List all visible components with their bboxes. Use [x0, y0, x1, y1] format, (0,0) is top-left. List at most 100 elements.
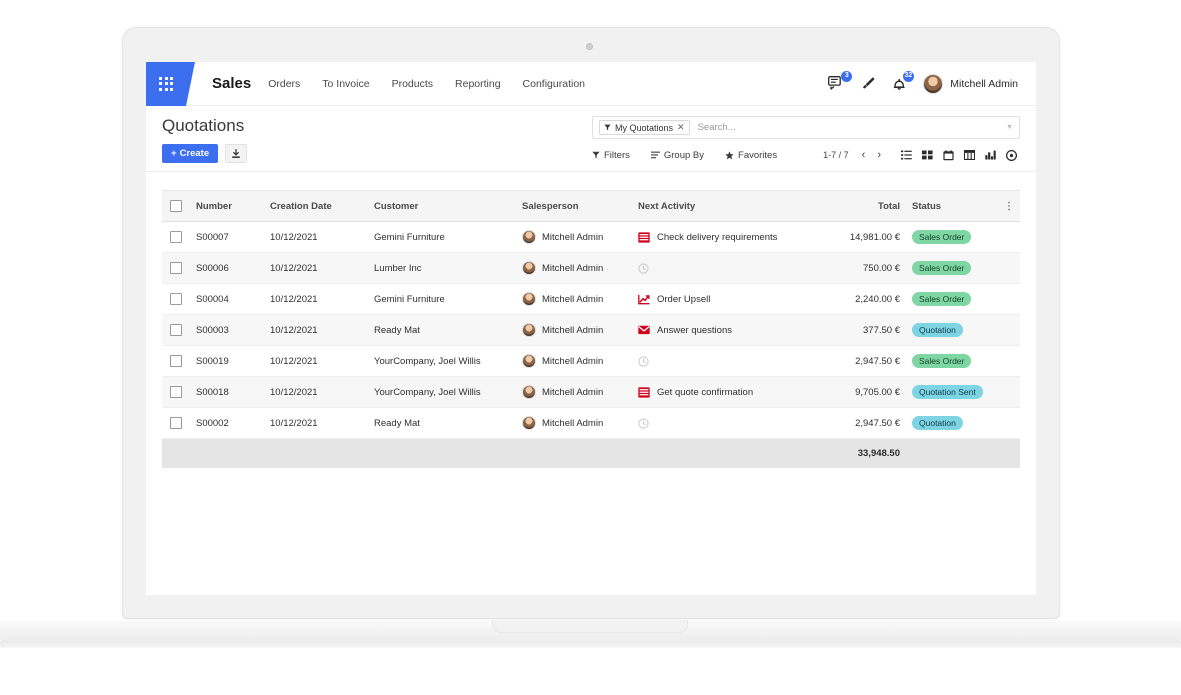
cell-salesperson: Mitchell Admin: [516, 283, 632, 315]
apps-grid-icon: [159, 76, 173, 91]
cell-creation-date: 10/12/2021: [264, 314, 368, 346]
table-row[interactable]: S00004 10/12/2021 Gemini Furniture Mitchell…: [162, 283, 1020, 315]
cell-number: S00003: [190, 314, 264, 346]
column-header-status[interactable]: Status: [906, 190, 998, 222]
search-facet-remove[interactable]: ✕: [677, 122, 685, 132]
status-badge: Sales Order: [912, 261, 972, 275]
cell-creation-date: 10/12/2021: [264, 221, 368, 253]
table-body: S00007 10/12/2021 Gemini Furniture Mitchell…: [162, 221, 1020, 439]
column-header-salesperson[interactable]: Salesperson: [516, 190, 632, 222]
column-header-creation-date[interactable]: Creation Date: [264, 190, 368, 222]
cell-status: Sales Order: [906, 345, 998, 377]
footer-spacer-opt: [998, 438, 1020, 468]
star-icon: [725, 150, 734, 159]
bell-icon[interactable]: 32: [892, 70, 915, 92]
cell-next-activity[interactable]: [632, 345, 814, 377]
view-switcher: [898, 148, 1020, 163]
create-button-label: Create: [179, 148, 210, 159]
menu-item-reporting[interactable]: Reporting: [455, 77, 501, 90]
search-input[interactable]: [697, 122, 1007, 133]
cell-status: Quotation Sent: [906, 376, 998, 408]
row-checkbox[interactable]: [170, 417, 182, 429]
cell-optional: [998, 376, 1020, 408]
salesperson-name: Mitchell Admin: [542, 324, 604, 336]
cell-next-activity[interactable]: [632, 252, 814, 284]
menu-item-to-invoice[interactable]: To Invoice: [322, 77, 370, 90]
quotations-table: Number Creation Date Customer Salesperso…: [162, 190, 1020, 468]
notifications-badge: 32: [902, 70, 915, 82]
row-checkbox[interactable]: [170, 324, 182, 336]
column-header-number[interactable]: Number: [190, 190, 264, 222]
footer-spacer: [162, 438, 632, 468]
activity-label: Get quote confirmation: [657, 386, 754, 398]
pivot-view-icon[interactable]: [961, 148, 978, 163]
import-icon: [232, 148, 240, 158]
table-row[interactable]: S00006 10/12/2021 Lumber Inc Mitchell Admin…: [162, 252, 1020, 284]
cell-salesperson: Mitchell Admin: [516, 252, 632, 284]
table-row[interactable]: S00003 10/12/2021 Ready Mat Mitchell Admin A…: [162, 314, 1020, 346]
cell-next-activity[interactable]: Answer questions: [632, 314, 814, 346]
todo-list-icon: [638, 231, 650, 243]
control-panel-right: My Quotations ✕ ▼ Filters: [592, 116, 1020, 164]
import-button[interactable]: [225, 144, 248, 163]
apps-menu-button[interactable]: [146, 62, 195, 106]
vertical-dots-icon[interactable]: ⋮: [1004, 200, 1014, 212]
cell-customer: Gemini Furniture: [368, 221, 516, 253]
activity-label: Order Upsell: [657, 293, 711, 305]
row-checkbox[interactable]: [170, 231, 182, 243]
cell-next-activity[interactable]: [632, 407, 814, 439]
cell-next-activity[interactable]: Check delivery requirements: [632, 221, 814, 253]
table-row[interactable]: S00018 10/12/2021 YourCompany, Joel Willis…: [162, 376, 1020, 408]
column-header-next-activity[interactable]: Next Activity: [632, 190, 814, 222]
cell-customer: YourCompany, Joel Willis: [368, 345, 516, 377]
row-checkbox[interactable]: [170, 262, 182, 274]
groupby-button[interactable]: Group By: [650, 150, 717, 161]
activity-view-icon[interactable]: [1003, 148, 1020, 163]
brush-icon[interactable]: [861, 76, 876, 91]
menu-item-products[interactable]: Products: [391, 77, 434, 90]
favorites-button[interactable]: Favorites: [725, 150, 790, 161]
graph-view-icon[interactable]: [982, 148, 999, 163]
app-brand-sales[interactable]: Sales: [212, 75, 252, 92]
pager-next-button[interactable]: ›: [877, 149, 881, 161]
chevron-down-icon[interactable]: ▼: [1006, 124, 1013, 131]
row-checkbox[interactable]: [170, 386, 182, 398]
cell-next-activity[interactable]: Get quote confirmation: [632, 376, 814, 408]
table-row[interactable]: S00002 10/12/2021 Ready Mat Mitchell Admin 2…: [162, 407, 1020, 439]
calendar-view-icon[interactable]: [940, 148, 957, 163]
cell-customer: Gemini Furniture: [368, 283, 516, 315]
table-row[interactable]: S00007 10/12/2021 Gemini Furniture Mitchell…: [162, 221, 1020, 253]
menu-item-orders[interactable]: Orders: [268, 77, 301, 90]
cell-status: Sales Order: [906, 283, 998, 315]
filters-button[interactable]: Filters: [592, 150, 643, 161]
cell-number: S00007: [190, 221, 264, 253]
menu-item-configuration[interactable]: Configuration: [522, 77, 586, 90]
search-bar[interactable]: My Quotations ✕ ▼: [592, 116, 1020, 139]
cell-optional: [998, 345, 1020, 377]
cell-next-activity[interactable]: Order Upsell: [632, 283, 814, 315]
cell-salesperson: Mitchell Admin: [516, 407, 632, 439]
messages-icon[interactable]: 3: [828, 71, 853, 91]
column-header-total[interactable]: Total: [814, 190, 906, 222]
avatar-icon: [522, 230, 536, 244]
empty-clock-icon: [638, 262, 649, 274]
footer-spacer-activity: [632, 438, 814, 468]
create-button[interactable]: + Create: [162, 144, 219, 163]
pager-previous-button[interactable]: ‹: [861, 149, 866, 161]
laptop-screen: Sales Orders To Invoice Products Reporti…: [146, 62, 1036, 595]
list-view-icon[interactable]: [898, 148, 915, 163]
row-checkbox[interactable]: [170, 293, 182, 305]
kanban-view-icon[interactable]: [919, 148, 936, 163]
select-all-checkbox[interactable]: [170, 200, 182, 212]
table-row[interactable]: S00019 10/12/2021 YourCompany, Joel Willis…: [162, 345, 1020, 377]
search-toolbar: Filters Group By Fav: [592, 146, 1020, 164]
row-checkbox[interactable]: [170, 355, 182, 367]
salesperson-name: Mitchell Admin: [542, 355, 604, 367]
column-header-customer[interactable]: Customer: [368, 190, 516, 222]
cell-creation-date: 10/12/2021: [264, 407, 368, 439]
optional-columns-header: ⋮: [998, 190, 1020, 222]
user-menu[interactable]: Mitchell Admin: [923, 73, 1018, 94]
search-facet-my-quotations[interactable]: My Quotations ✕: [599, 120, 690, 135]
navbar-right: 3 32: [828, 70, 1036, 94]
cell-optional: [998, 314, 1020, 346]
